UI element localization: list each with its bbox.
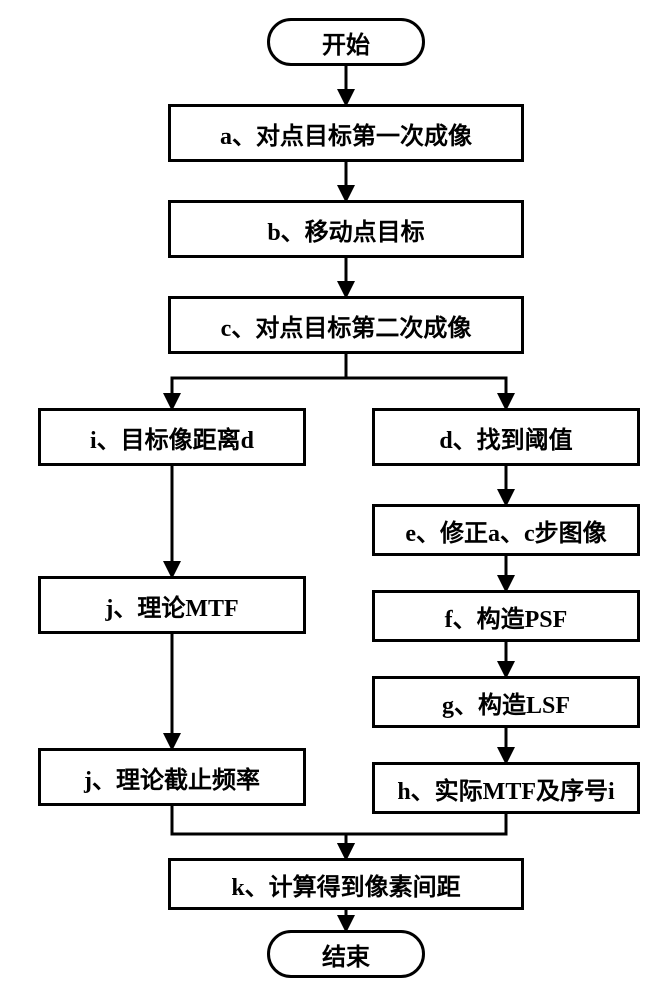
terminator-start-label: 开始 bbox=[322, 25, 370, 60]
terminator-start: 开始 bbox=[267, 18, 425, 66]
terminator-end-label: 结束 bbox=[322, 937, 370, 972]
node-c: c、对点目标第二次成像 bbox=[168, 296, 524, 354]
node-e: e、修正a、c步图像 bbox=[372, 504, 640, 556]
node-d: d、找到阈值 bbox=[372, 408, 640, 466]
node-g: g、构造LSF bbox=[372, 676, 640, 728]
node-j1-label: j、理论MTF bbox=[105, 588, 238, 623]
node-h: h、实际MTF及序号i bbox=[372, 762, 640, 814]
edge-j2-k bbox=[172, 806, 346, 858]
node-j1: j、理论MTF bbox=[38, 576, 306, 634]
node-j2: j、理论截止频率 bbox=[38, 748, 306, 806]
edge-h-k bbox=[346, 814, 506, 858]
node-k: k、计算得到像素间距 bbox=[168, 858, 524, 910]
edge-c-d bbox=[346, 354, 506, 408]
node-c-label: c、对点目标第二次成像 bbox=[221, 308, 472, 343]
node-k-label: k、计算得到像素间距 bbox=[231, 867, 460, 902]
node-a-label: a、对点目标第一次成像 bbox=[220, 116, 472, 151]
node-f: f、构造PSF bbox=[372, 590, 640, 642]
node-h-label: h、实际MTF及序号i bbox=[397, 771, 614, 806]
node-g-label: g、构造LSF bbox=[442, 685, 570, 720]
node-b: b、移动点目标 bbox=[168, 200, 524, 258]
node-i-label: i、目标像距离d bbox=[90, 420, 254, 455]
node-d-label: d、找到阈值 bbox=[439, 420, 572, 455]
edge-c-i bbox=[172, 354, 346, 408]
node-b-label: b、移动点目标 bbox=[267, 212, 424, 247]
terminator-end: 结束 bbox=[267, 930, 425, 978]
node-f-label: f、构造PSF bbox=[445, 599, 568, 634]
node-i: i、目标像距离d bbox=[38, 408, 306, 466]
node-a: a、对点目标第一次成像 bbox=[168, 104, 524, 162]
node-j2-label: j、理论截止频率 bbox=[84, 760, 260, 795]
node-e-label: e、修正a、c步图像 bbox=[405, 513, 606, 548]
